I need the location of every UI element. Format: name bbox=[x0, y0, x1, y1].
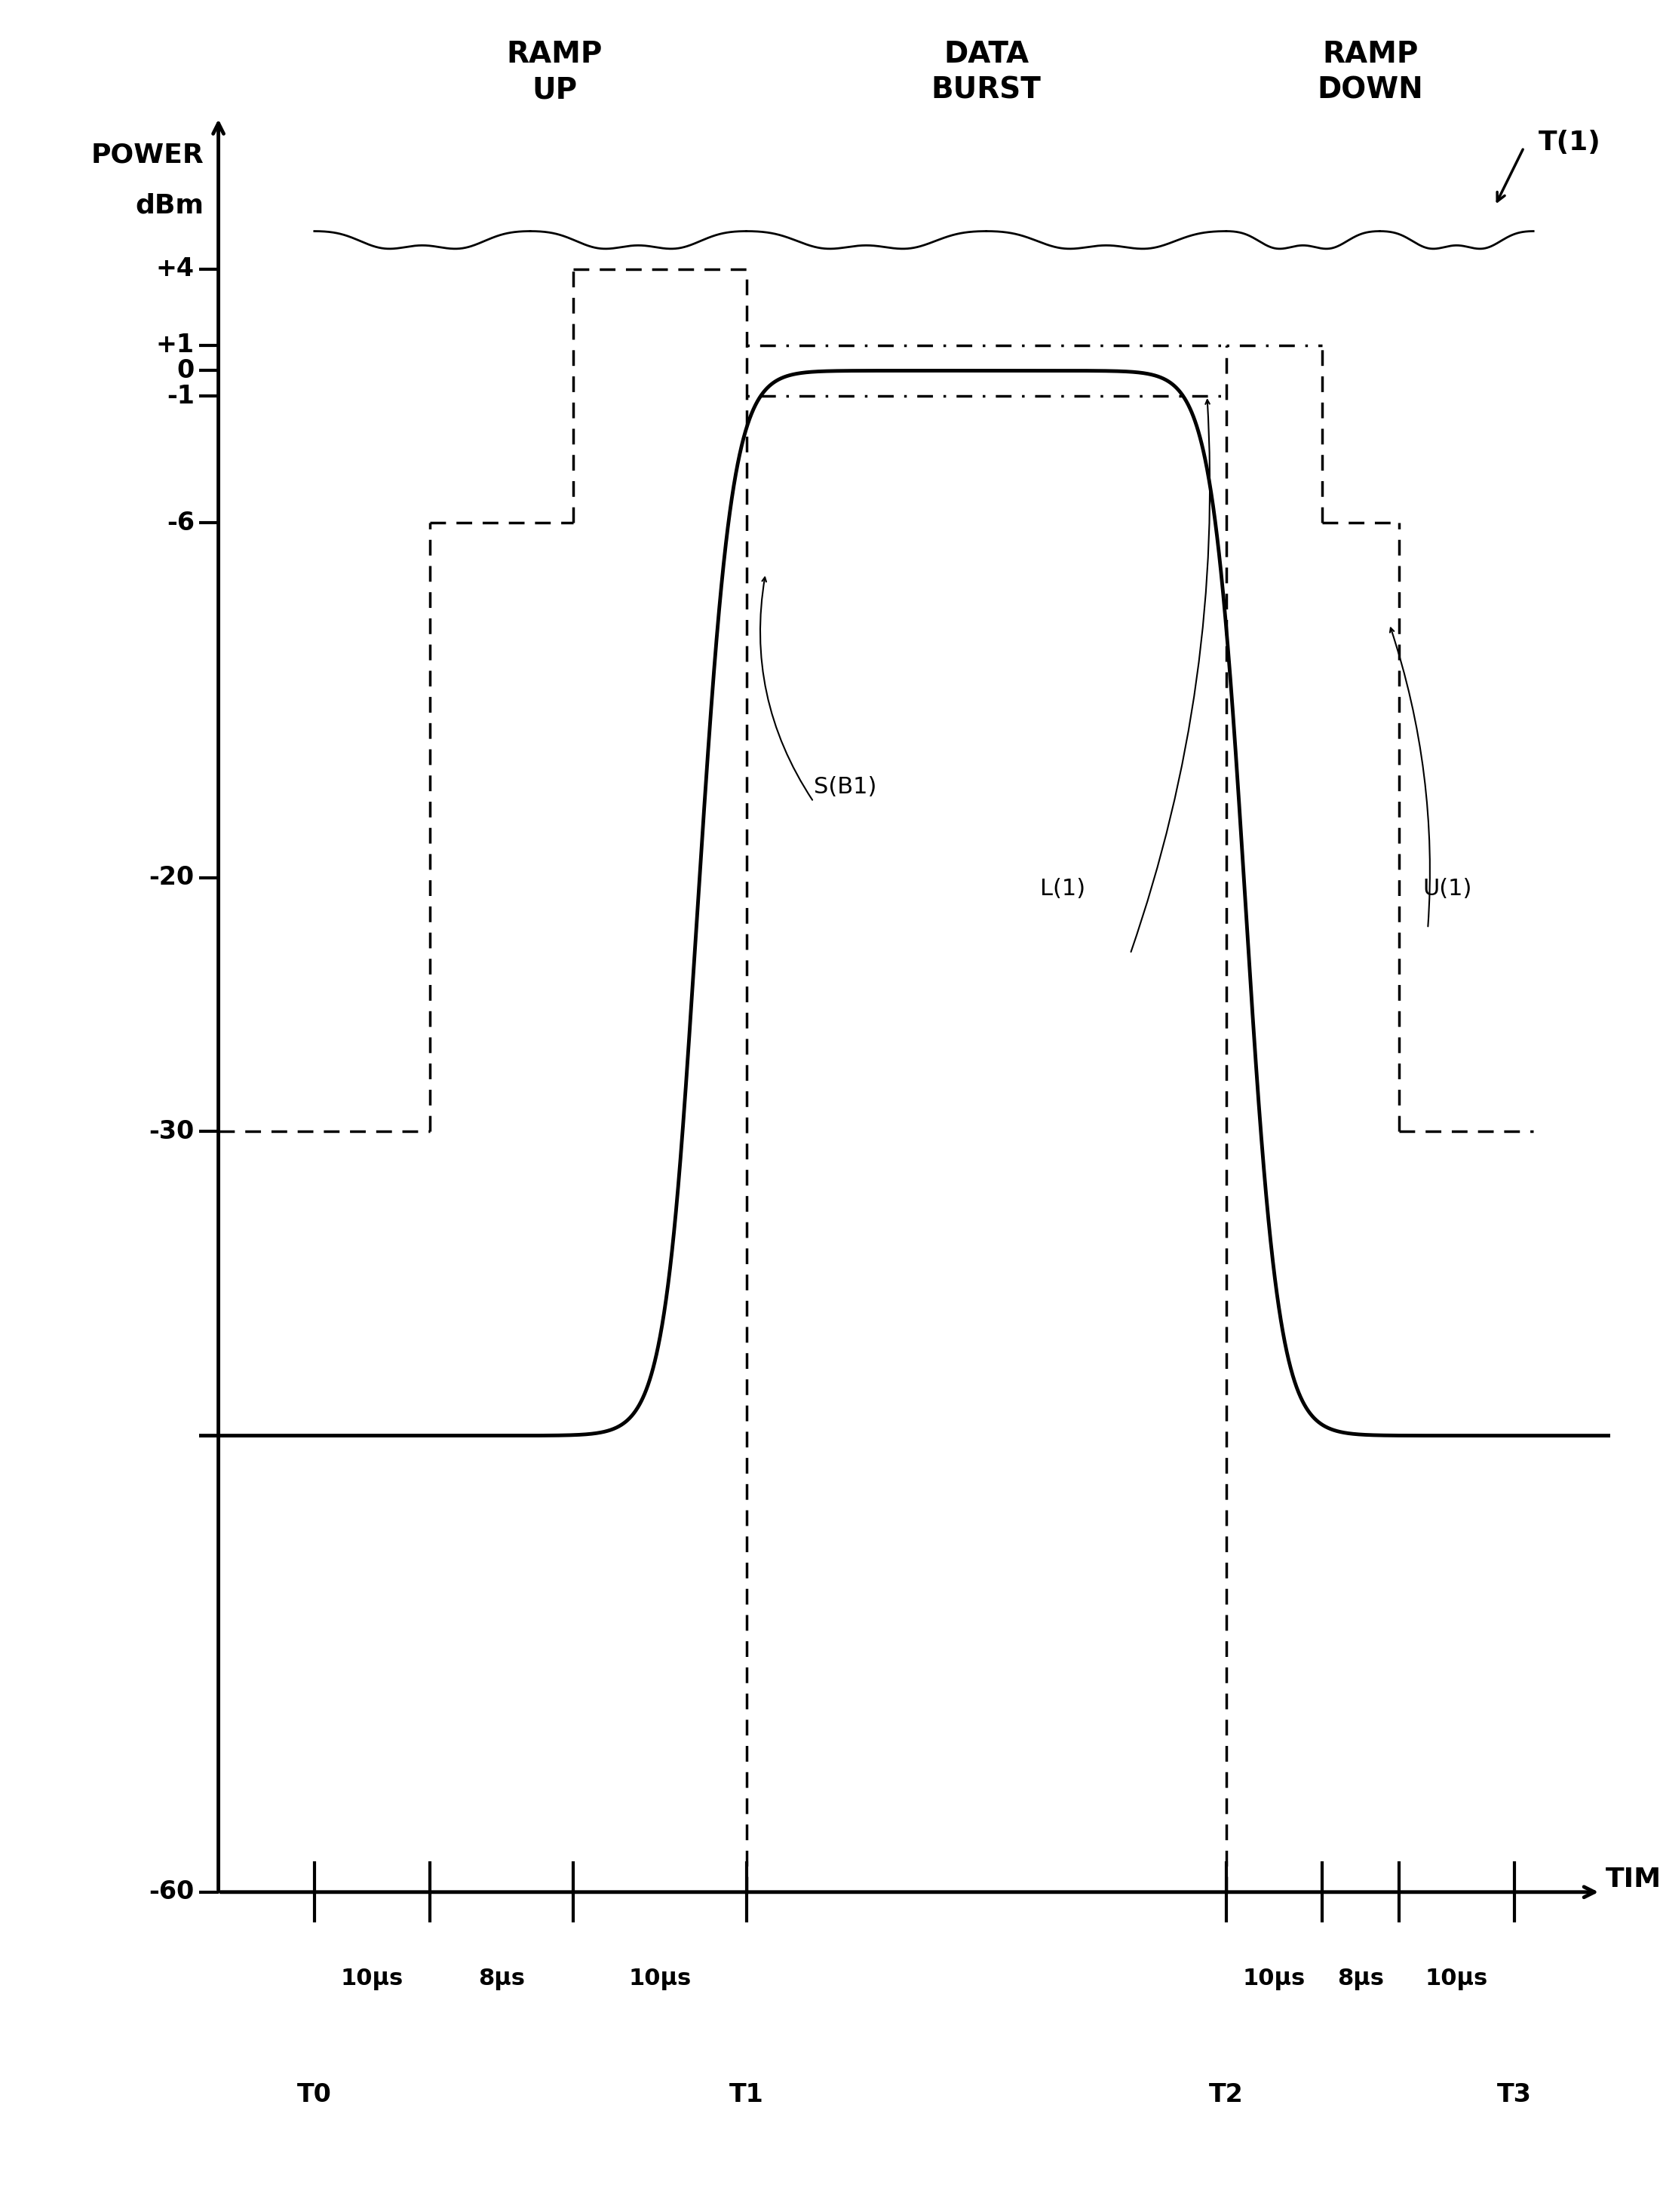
Text: T3: T3 bbox=[1497, 2081, 1532, 2108]
Text: 8μs: 8μs bbox=[1338, 1969, 1384, 1991]
Text: 8μs: 8μs bbox=[478, 1969, 525, 1991]
Text: -30: -30 bbox=[149, 1119, 194, 1144]
Text: T0: T0 bbox=[297, 2081, 332, 2108]
Text: 10μs: 10μs bbox=[629, 1969, 691, 1991]
Text: TIME: TIME bbox=[1605, 1867, 1660, 1891]
Text: 10μs: 10μs bbox=[1426, 1969, 1487, 1991]
Text: RAMP
UP: RAMP UP bbox=[506, 40, 603, 104]
Text: T2: T2 bbox=[1208, 2081, 1243, 2108]
Text: T(1): T(1) bbox=[1539, 131, 1600, 155]
Text: +4: +4 bbox=[156, 257, 194, 281]
Text: 10μs: 10μs bbox=[1243, 1969, 1306, 1991]
Text: U(1): U(1) bbox=[1423, 878, 1472, 900]
Text: dBm: dBm bbox=[136, 192, 204, 219]
Text: T1: T1 bbox=[729, 2081, 764, 2108]
Text: 0: 0 bbox=[178, 358, 194, 383]
Text: -20: -20 bbox=[149, 865, 194, 889]
Text: -1: -1 bbox=[166, 383, 194, 409]
Text: DATA
BURST: DATA BURST bbox=[931, 40, 1041, 104]
Text: -6: -6 bbox=[166, 511, 194, 535]
Text: L(1): L(1) bbox=[1041, 878, 1086, 900]
Text: S(B1): S(B1) bbox=[813, 776, 876, 799]
Text: POWER: POWER bbox=[91, 142, 204, 168]
Text: RAMP
DOWN: RAMP DOWN bbox=[1316, 40, 1423, 104]
Text: 10μs: 10μs bbox=[340, 1969, 403, 1991]
Text: +1: +1 bbox=[156, 332, 194, 358]
Text: -60: -60 bbox=[149, 1880, 194, 1905]
